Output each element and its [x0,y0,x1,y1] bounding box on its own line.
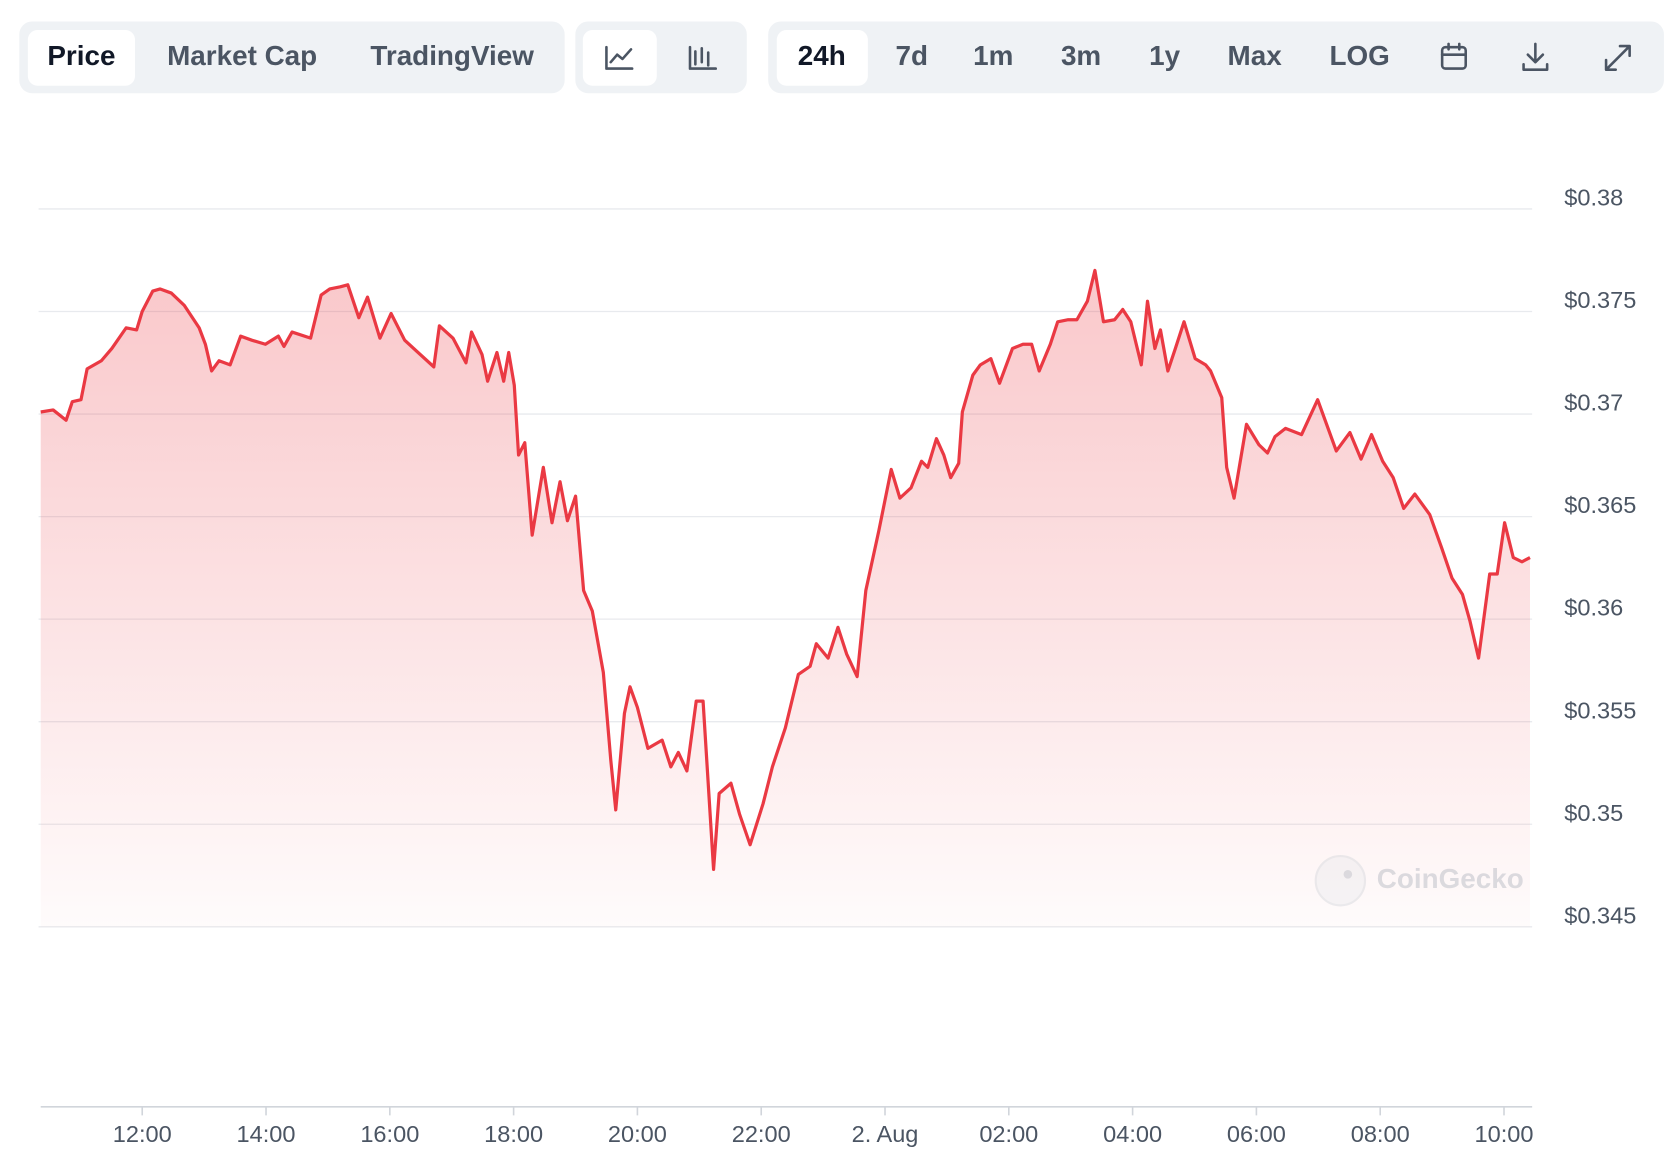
x-tick-label: 12:00 [113,1121,172,1147]
x-tick-label: 02:00 [979,1121,1038,1147]
range-button[interactable]: Max [1228,40,1283,71]
tab[interactable]: TradingView [370,40,534,71]
y-tick-label: $0.38 [1564,185,1623,211]
x-tick-label: 18:00 [484,1121,543,1147]
x-tick-label: 08:00 [1351,1121,1410,1147]
x-tick-label: 04:00 [1103,1121,1162,1147]
range-button[interactable]: 24h [798,40,846,71]
range-group [768,21,1664,94]
y-tick-label: $0.35 [1564,800,1623,826]
y-tick-label: $0.37 [1564,390,1623,416]
y-tick-label: $0.36 [1564,595,1623,621]
x-tick-label: 16:00 [360,1121,419,1147]
range-button[interactable]: 7d [896,40,928,71]
line-icon [605,45,634,70]
x-tick-label: 2. Aug [852,1121,919,1147]
y-tick-label: $0.345 [1564,902,1636,928]
fullscreen-icon[interactable] [1604,44,1631,71]
tab-selected-bg [27,30,135,86]
tab[interactable]: Market Cap [167,40,317,71]
candle-icon[interactable] [688,45,717,70]
calendar-icon[interactable] [1440,42,1467,70]
view-tabs [19,21,565,94]
y-tick-label: $0.365 [1564,492,1636,518]
tab[interactable]: Price [47,40,115,71]
price-area [40,270,1531,927]
y-tick-label: $0.355 [1564,697,1636,723]
range-button[interactable]: LOG [1329,40,1389,71]
x-tick-label: 20:00 [608,1121,667,1147]
x-tick-label: 14:00 [237,1121,296,1147]
y-tick-label: $0.375 [1564,287,1636,313]
range-button[interactable]: 1m [973,40,1013,71]
range-selected-bg [776,30,868,86]
x-tick-label: 22:00 [732,1121,791,1147]
range-button[interactable]: 1y [1149,40,1180,71]
range-button[interactable]: 3m [1061,40,1101,71]
x-tick-label: 10:00 [1475,1121,1534,1147]
x-tick-label: 06:00 [1227,1121,1286,1147]
watermark-text: CoinGecko [1377,863,1524,894]
watermark: CoinGecko [1314,855,1524,907]
price-line [40,268,1531,871]
download-icon[interactable] [1522,42,1549,71]
